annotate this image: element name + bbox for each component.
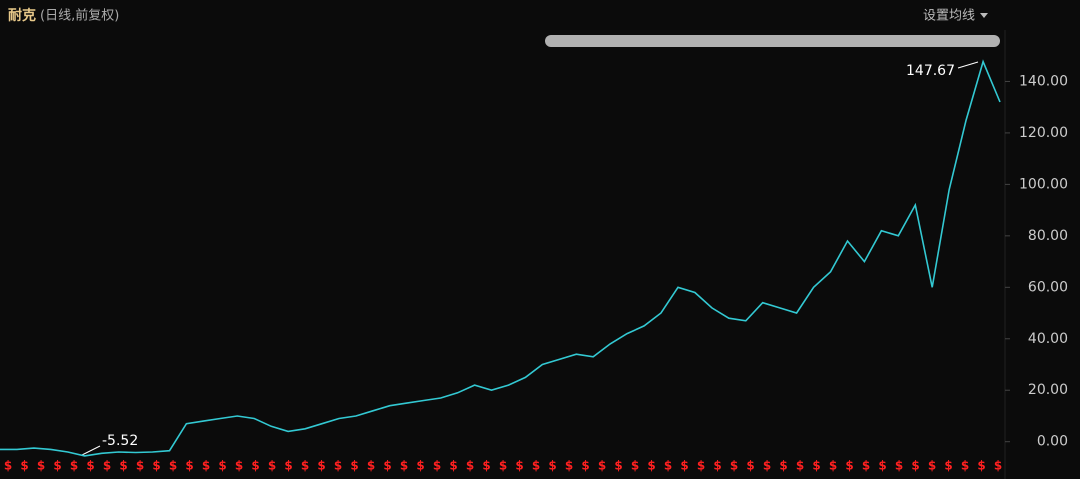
dividend-marker: $: [730, 459, 738, 473]
dividend-marker: $: [301, 459, 309, 473]
y-tick-label: 40.00: [1028, 331, 1068, 347]
dividend-marker: $: [350, 459, 358, 473]
dividend-marker: $: [746, 459, 754, 473]
y-tick-label: 120.00: [1019, 125, 1068, 141]
dividend-marker: $: [532, 459, 540, 473]
dividend-marker: $: [977, 459, 985, 473]
price-line: [0, 59, 1001, 457]
dividend-marker: $: [911, 459, 919, 473]
dividend-marker: $: [416, 459, 424, 473]
dividend-marker: $: [994, 459, 1002, 473]
min-arrow: [81, 445, 101, 456]
dividend-marker: $: [251, 459, 259, 473]
dividend-marker: $: [680, 459, 688, 473]
dividend-marker: $: [878, 459, 886, 473]
dividend-marker: $: [631, 459, 639, 473]
dividend-marker: $: [565, 459, 573, 473]
dividend-marker: $: [779, 459, 787, 473]
blurred-bar: [545, 35, 1000, 47]
dividend-marker: $: [103, 459, 111, 473]
dividend-marker: $: [796, 459, 804, 473]
dividend-marker: $: [185, 459, 193, 473]
dividend-marker: $: [713, 459, 721, 473]
dividend-marker: $: [829, 459, 837, 473]
dividend-marker: $: [86, 459, 94, 473]
dividend-marker: $: [598, 459, 606, 473]
dividend-marker: $: [845, 459, 853, 473]
dividend-marker: $: [499, 459, 507, 473]
dividend-marker: $: [70, 459, 78, 473]
dropdown-arrow[interactable]: [980, 13, 988, 18]
dividend-marker: $: [466, 459, 474, 473]
dividend-marker: $: [4, 459, 12, 473]
dividend-marker: $: [548, 459, 556, 473]
dividend-marker: $: [895, 459, 903, 473]
dividend-marker: $: [169, 459, 177, 473]
dividend-marker: $: [53, 459, 61, 473]
dividend-marker: $: [581, 459, 589, 473]
dividend-marker: $: [763, 459, 771, 473]
dividend-marker: $: [433, 459, 441, 473]
dividend-marker: $: [20, 459, 28, 473]
dividend-marker: $: [862, 459, 870, 473]
dividend-marker: $: [515, 459, 523, 473]
dividend-marker: $: [647, 459, 655, 473]
y-tick-label: 20.00: [1028, 382, 1068, 398]
dividend-marker: $: [944, 459, 952, 473]
min-annotation: -5.52: [102, 433, 138, 449]
dividend-marker: $: [235, 459, 243, 473]
dividend-marker: $: [697, 459, 705, 473]
dividend-marker: $: [664, 459, 672, 473]
dividend-marker: $: [449, 459, 457, 473]
y-tick-label: 0.00: [1037, 434, 1068, 450]
dividend-marker: $: [284, 459, 292, 473]
dividend-marker: $: [119, 459, 127, 473]
dividend-marker: $: [37, 459, 45, 473]
y-tick-label: 80.00: [1028, 228, 1068, 244]
dividend-marker: $: [202, 459, 210, 473]
dividend-marker: $: [317, 459, 325, 473]
dividend-marker: $: [268, 459, 276, 473]
chart-title: 耐克: [8, 7, 36, 24]
max-annotation: 147.67: [906, 63, 955, 79]
dividend-marker: $: [383, 459, 391, 473]
dividend-marker: $: [152, 459, 160, 473]
dividend-marker: $: [961, 459, 969, 473]
dividend-marker: $: [136, 459, 144, 473]
dividend-marker: $: [928, 459, 936, 473]
max-arrow: [957, 61, 979, 69]
dividend-marker: $: [482, 459, 490, 473]
settings-button[interactable]: 设置均线: [923, 9, 975, 24]
chart-subtitle: (日线,前复权): [40, 8, 119, 24]
dividend-marker: $: [614, 459, 622, 473]
dividend-marker: $: [812, 459, 820, 473]
y-tick-label: 100.00: [1019, 176, 1068, 192]
dividend-marker: $: [218, 459, 226, 473]
dividend-marker: $: [367, 459, 375, 473]
dividend-marker: $: [334, 459, 342, 473]
y-tick-label: 60.00: [1028, 279, 1068, 295]
dividend-marker: $: [400, 459, 408, 473]
y-tick-label: 140.00: [1019, 73, 1068, 89]
